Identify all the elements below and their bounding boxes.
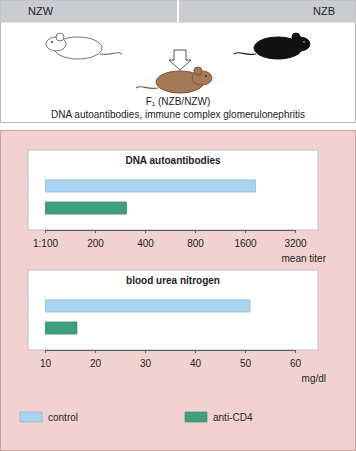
tick-mark — [195, 350, 196, 353]
legend-swatch — [185, 412, 207, 422]
axis-title: mean titer — [282, 253, 327, 264]
mouse-tail — [234, 53, 256, 55]
tick: 800 — [187, 230, 204, 249]
tick-label: 200 — [87, 238, 104, 249]
chart-panel-bg — [1, 131, 356, 451]
tick-label: 3200 — [284, 238, 307, 249]
tick-label: 800 — [187, 238, 204, 249]
tick-mark — [295, 350, 296, 353]
tick: 50 — [240, 350, 252, 369]
phenotype-label: DNA autoantibodies, immune complex glome… — [51, 109, 305, 120]
legend: control anti-CD4 — [20, 412, 253, 423]
x-axis: 1:100 200 400 800 1600 3200 — [33, 230, 307, 249]
bar-chart: DNA autoantibodies 1:100 200 400 800 1600 3200… — [28, 150, 327, 264]
panel-bg — [1, 1, 356, 123]
tick-mark — [295, 230, 296, 233]
mouse-eye — [303, 41, 305, 43]
tick: 3200 — [284, 230, 307, 249]
header-bar — [1, 1, 356, 23]
legend-item: control — [20, 412, 78, 423]
bar-chart: blood urea nitrogen 10 20 30 40 50 60mg/dl — [28, 270, 326, 384]
tick-mark — [45, 350, 46, 353]
tick: 1:100 — [33, 230, 58, 249]
strain-label: NZB — [313, 5, 335, 17]
mouse-ear — [194, 67, 202, 75]
tick-mark — [145, 350, 146, 353]
tick: 10 — [40, 350, 52, 369]
tick-mark — [245, 230, 246, 233]
tick-mark — [95, 230, 96, 233]
tick-mark — [145, 230, 146, 233]
tick-mark — [245, 350, 246, 353]
tick-label: 60 — [290, 358, 302, 369]
tick: 1600 — [234, 230, 257, 249]
offspring-label: F₁ (NZB/NZW) — [146, 96, 210, 107]
mouse-ear — [56, 33, 64, 41]
plot-box — [28, 270, 318, 350]
plot-box — [28, 150, 318, 230]
mouse-tail — [100, 53, 122, 55]
tick-label: 400 — [137, 238, 154, 249]
tick: 200 — [87, 230, 104, 249]
tick-label: 1600 — [234, 238, 257, 249]
axis-line — [46, 231, 296, 234]
tick-label: 20 — [90, 358, 102, 369]
chart-title: DNA autoantibodies — [125, 155, 221, 166]
axis-line — [46, 351, 296, 354]
tick: 30 — [140, 350, 152, 369]
tick: 60 — [290, 350, 302, 369]
tick-label: 50 — [240, 358, 252, 369]
legend-label: anti-CD4 — [213, 412, 253, 423]
bar — [45, 180, 255, 192]
tick: 20 — [90, 350, 102, 369]
mouse-icon — [136, 67, 212, 93]
tick: 400 — [137, 230, 154, 249]
tick-label: 40 — [190, 358, 202, 369]
tick-label: 30 — [140, 358, 152, 369]
tick-mark — [95, 350, 96, 353]
legend-label: control — [48, 412, 78, 423]
legend-item: anti-CD4 — [185, 412, 253, 423]
bar — [45, 322, 77, 334]
chart-title: blood urea nitrogen — [126, 275, 220, 286]
mouse-icon — [46, 33, 122, 59]
mouse-tail — [136, 87, 158, 89]
arrow — [169, 50, 191, 70]
mouse-ear — [292, 33, 300, 41]
mouse-eye — [51, 41, 53, 43]
header-divider — [177, 0, 179, 22]
figure: NZW NZB F₁ (NZB/NZW) DNA autoantibodies, im… — [0, 0, 356, 451]
tick-mark — [45, 230, 46, 233]
x-axis: 10 20 30 40 50 60 — [40, 350, 302, 369]
tick: 40 — [190, 350, 202, 369]
legend-swatch — [20, 412, 42, 422]
bars — [45, 180, 255, 214]
bar — [45, 300, 250, 312]
bar — [45, 202, 127, 214]
tick-label: 1:100 — [33, 238, 58, 249]
cross-panel: NZW NZB F₁ (NZB/NZW) DNA autoantibodies, im… — [1, 0, 356, 123]
tick-label: 10 — [40, 358, 52, 369]
mouse-eye — [205, 75, 207, 77]
mouse-icon — [234, 33, 310, 59]
tick-mark — [195, 230, 196, 233]
strain-label: NZW — [28, 5, 54, 17]
axis-title: mg/dl — [302, 373, 326, 384]
bars — [45, 300, 250, 334]
